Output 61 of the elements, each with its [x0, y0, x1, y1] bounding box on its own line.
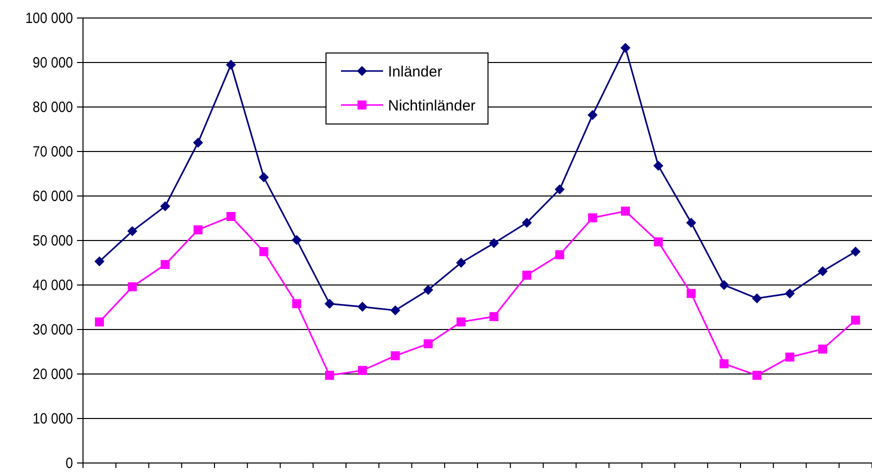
point: [489, 312, 498, 322]
point: [390, 351, 400, 360]
point: [160, 260, 170, 270]
point: [94, 256, 104, 266]
point: [620, 42, 630, 53]
y-tick-label: 50 000: [32, 232, 74, 249]
point: [818, 344, 828, 354]
point: [128, 282, 137, 292]
point: [488, 238, 499, 248]
point: [325, 370, 334, 380]
point: [94, 317, 104, 326]
point: [654, 237, 663, 246]
y-tick-label: 30 000: [32, 320, 74, 338]
point: [358, 366, 367, 375]
y-tick-label: 100 000: [25, 9, 74, 26]
point: [785, 352, 794, 362]
point: [194, 225, 203, 234]
point: [851, 316, 860, 325]
point: [686, 218, 696, 228]
point: [226, 212, 236, 221]
point: [818, 266, 828, 276]
y-tick-label: 60 000: [32, 187, 74, 204]
point: [226, 60, 236, 70]
y-tick-label: 90 000: [32, 54, 74, 71]
point: [424, 339, 433, 348]
point: [160, 201, 170, 212]
y-tick-label: 10 000: [32, 410, 74, 427]
point: [752, 370, 762, 380]
point: [784, 288, 795, 298]
point: [522, 218, 532, 228]
point: [259, 247, 268, 256]
point: [850, 246, 861, 257]
point: [720, 359, 729, 368]
point: [258, 172, 269, 182]
y-tick-label: 80 000: [32, 98, 74, 116]
point: [719, 280, 730, 290]
point: [324, 298, 335, 309]
y-tick-label: 20 000: [32, 365, 74, 382]
point: [390, 305, 400, 316]
y-tick-label: 40 000: [32, 276, 74, 294]
point: [292, 235, 302, 246]
point: [653, 160, 664, 171]
point: [752, 293, 762, 304]
y-tick-label: 70 000: [32, 142, 74, 160]
point: [588, 213, 598, 222]
point: [554, 184, 565, 194]
point: [588, 110, 598, 120]
point: [686, 288, 696, 298]
legend-label: Inländer: [388, 63, 442, 80]
point: [456, 258, 466, 268]
point: [357, 302, 368, 312]
point: [555, 250, 564, 260]
point: [522, 270, 532, 280]
point: [292, 299, 302, 308]
point: [456, 317, 466, 326]
legend-label: Nichtinländer: [388, 97, 476, 114]
y-tick-label: 0: [66, 454, 74, 472]
point: [127, 226, 138, 236]
point: [423, 284, 434, 295]
point: [620, 206, 630, 216]
point: [193, 138, 204, 148]
